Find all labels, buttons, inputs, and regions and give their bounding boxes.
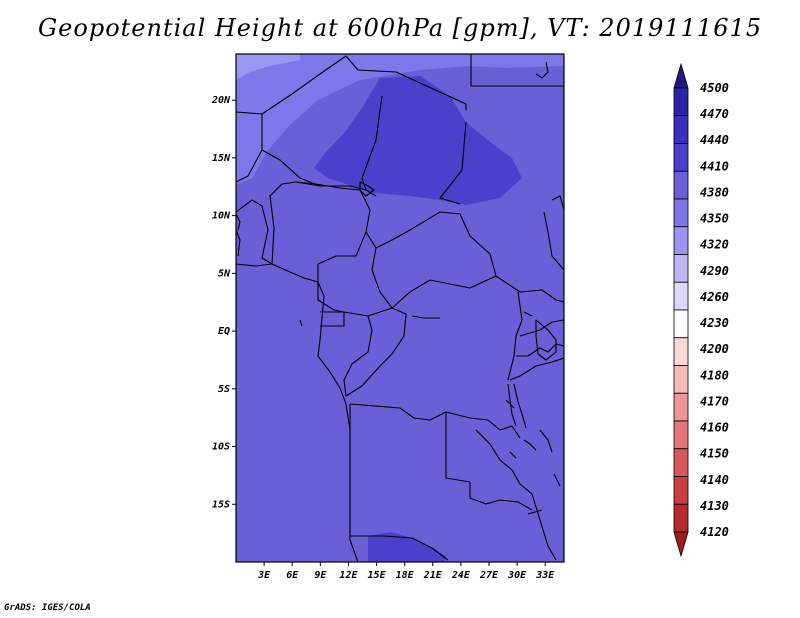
colorbar-label: 4160 — [700, 421, 729, 435]
lat-label: 20N — [211, 95, 231, 106]
colorbar-band — [673, 254, 689, 283]
lon-label: 30E — [507, 570, 527, 581]
colorbar: 4500 4470 4440 4410 4380 4350 4320 4290 4260 4230… — [673, 62, 729, 558]
colorbar-label: 4130 — [700, 499, 729, 513]
lat-label: 15S — [212, 499, 230, 510]
colorbar-band — [673, 115, 689, 144]
lon-label: 27E — [479, 570, 499, 581]
colorbar-label: 4140 — [700, 473, 729, 487]
colorbar-band — [673, 281, 689, 311]
colorbar-band — [673, 143, 689, 172]
colorbar-top-triangle — [673, 62, 689, 89]
colorbar-label: 4440 — [700, 133, 729, 147]
colorbar-label: 4350 — [700, 212, 729, 226]
lon-label: 6E — [286, 570, 299, 581]
colorbar-label: 4320 — [700, 238, 729, 252]
height-field-sahel-low — [314, 76, 522, 205]
colorbar-label: 4290 — [700, 264, 729, 278]
colorbar-band — [673, 392, 689, 422]
colorbar-label: 4200 — [700, 342, 729, 356]
lon-label: 21E — [423, 570, 443, 581]
colorbar-label: 4410 — [700, 159, 729, 173]
colorbar-label: 4500 — [700, 81, 729, 95]
colorbar-band — [673, 198, 689, 228]
grads-credit: GrADS: IGES/COLA — [4, 603, 91, 613]
colorbar-band — [673, 420, 689, 450]
lat-label: 15N — [212, 153, 231, 164]
colorbar-band — [673, 226, 689, 255]
colorbar-label: 4470 — [700, 107, 729, 121]
lat-label: 10N — [212, 211, 231, 222]
colorbar-band — [673, 365, 689, 394]
latitude-axis: 20N 15N 10N 5N EQ 5S 10S 15S — [211, 95, 236, 510]
lon-label: 15E — [368, 570, 387, 581]
colorbar-band — [673, 309, 689, 339]
colorbar-band — [673, 87, 689, 117]
lon-label: 33E — [535, 570, 555, 581]
height-field-northwest-corner — [236, 54, 300, 80]
height-field-northwest — [236, 54, 564, 185]
lat-label: 10S — [212, 442, 230, 453]
lon-label: 3E — [257, 570, 271, 581]
map-panel — [236, 54, 564, 562]
colorbar-band — [673, 476, 689, 505]
lon-label: 24E — [451, 570, 471, 581]
colorbar-label: 4230 — [700, 316, 729, 330]
colorbar-band — [673, 170, 689, 200]
map-title: Geopotential Height at 600hPa [gpm], VT:… — [38, 14, 762, 42]
map-frame — [235, 53, 565, 563]
coastline — [236, 61, 561, 562]
colorbar-label: 4380 — [700, 185, 729, 199]
lat-label: EQ — [218, 326, 230, 337]
lat-label: 5N — [218, 268, 231, 279]
colorbar-band — [673, 448, 689, 477]
colorbar-label: 4120 — [700, 525, 729, 539]
lon-label: 12E — [339, 570, 358, 581]
colorbar-label: 4170 — [700, 394, 729, 408]
colorbar-label: 4260 — [700, 290, 729, 304]
colorbar-label: 4150 — [700, 447, 729, 461]
colorbar-label: 4180 — [700, 368, 729, 382]
longitude-axis: 3E 6E 9E 12E 15E 18E 21E 24E 27E 30E 33E — [257, 562, 555, 581]
lon-label: 9E — [314, 570, 327, 581]
colorbar-bottom-triangle — [673, 531, 689, 558]
lon-label: 18E — [396, 570, 415, 581]
country-borders — [236, 54, 564, 561]
lat-label: 5S — [218, 384, 230, 395]
height-field-southern-patch — [368, 532, 446, 562]
colorbar-band — [673, 337, 689, 366]
colorbar-band — [673, 503, 689, 533]
